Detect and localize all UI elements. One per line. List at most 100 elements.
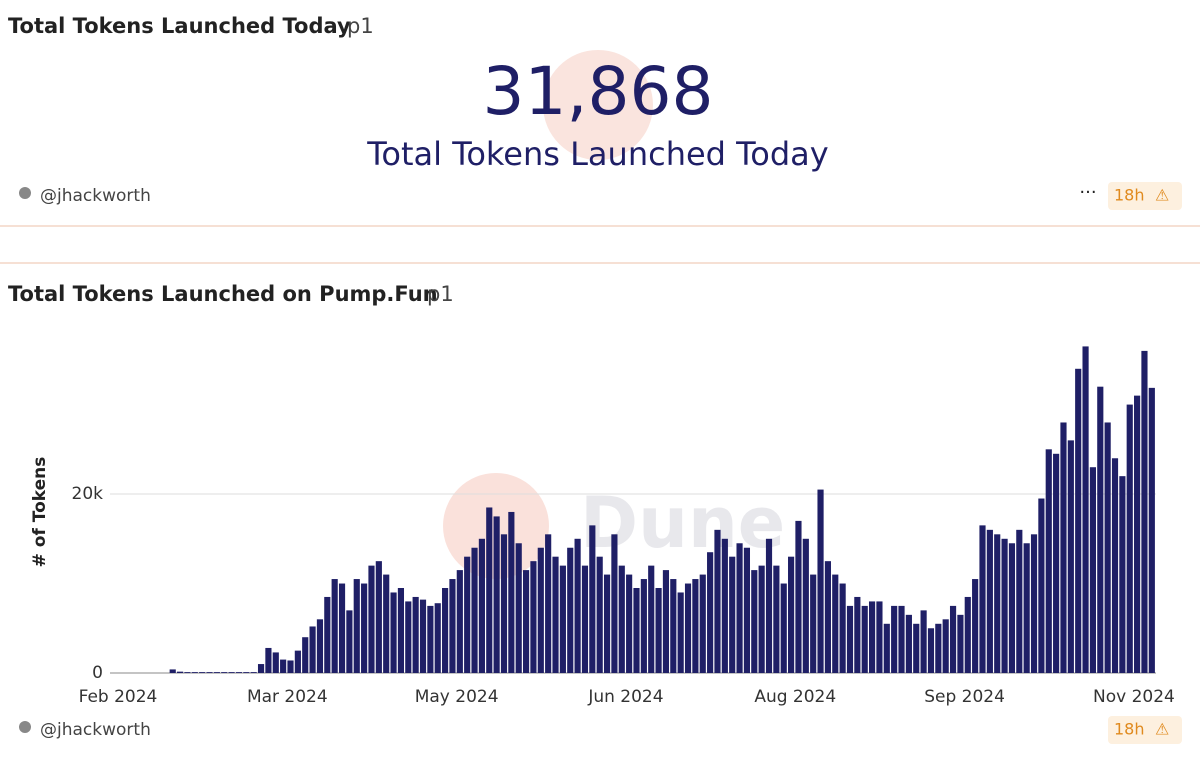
bar <box>228 672 235 673</box>
bar <box>729 556 736 673</box>
x-tick-label: Feb 2024 <box>79 687 158 707</box>
x-tick-label: Jun 2024 <box>587 687 663 707</box>
widget-title: Total Tokens Launched Today <box>8 14 351 38</box>
bar <box>567 547 574 673</box>
bar <box>611 534 618 673</box>
bar <box>530 561 537 673</box>
bar <box>287 660 294 673</box>
bar <box>758 565 765 673</box>
bar <box>581 565 589 673</box>
bar <box>773 565 780 673</box>
bar <box>316 619 324 673</box>
bar <box>802 538 809 673</box>
bar <box>500 534 508 673</box>
chart-title: Total Tokens Launched on Pump.Fun <box>8 282 438 306</box>
bar <box>839 583 846 673</box>
bar <box>684 583 692 673</box>
author[interactable]: @jhackworth <box>40 186 151 206</box>
bar <box>537 547 544 673</box>
bar <box>508 511 515 673</box>
bar <box>1045 449 1052 673</box>
bar <box>1060 422 1067 673</box>
x-tick-label: Aug 2024 <box>754 687 836 707</box>
bar <box>677 592 684 673</box>
bar <box>743 547 751 673</box>
bar <box>574 538 581 673</box>
bar <box>522 570 530 673</box>
bar <box>648 565 655 673</box>
author[interactable]: @jhackworth <box>40 720 151 740</box>
bar <box>633 588 640 673</box>
bar <box>486 507 493 673</box>
bar <box>927 628 935 673</box>
bar <box>920 610 927 673</box>
x-tick-label: Mar 2024 <box>247 687 328 707</box>
bar <box>176 671 184 673</box>
bar <box>545 534 552 673</box>
bar <box>419 599 427 673</box>
bar <box>905 614 912 673</box>
age-badge[interactable] <box>1108 716 1182 744</box>
x-tick-label: May 2024 <box>415 687 499 707</box>
bar <box>655 588 662 673</box>
bar <box>979 525 986 673</box>
bar <box>994 534 1001 673</box>
widget-tag: p1 <box>347 14 374 38</box>
avatar[interactable] <box>19 721 31 733</box>
bar <box>353 579 360 673</box>
bar <box>1053 453 1060 673</box>
bar <box>868 601 876 673</box>
menu[interactable]: ··· <box>1079 182 1096 203</box>
bar <box>1126 404 1133 673</box>
warning-icon: ⚠ <box>1155 720 1169 739</box>
bar <box>589 525 596 673</box>
bar <box>1023 543 1030 673</box>
bar <box>972 579 979 673</box>
bar <box>265 647 272 673</box>
age: 18h <box>1114 720 1145 739</box>
bar <box>294 650 301 673</box>
bar <box>515 543 522 673</box>
bar <box>309 626 316 673</box>
bar <box>817 489 824 673</box>
bar <box>169 669 176 673</box>
bar <box>603 574 611 673</box>
bar <box>795 520 802 673</box>
bar <box>324 596 331 673</box>
bar <box>1008 543 1016 673</box>
bar <box>405 601 412 673</box>
bar <box>765 538 773 673</box>
bar <box>235 672 243 673</box>
bar <box>272 652 279 673</box>
bar <box>810 574 817 673</box>
bar <box>471 547 478 673</box>
bar <box>331 579 338 673</box>
bar <box>714 529 721 673</box>
bar <box>1089 467 1097 673</box>
bar <box>626 574 633 673</box>
bar <box>383 574 390 673</box>
bar <box>1016 529 1023 673</box>
x-tick-label: Nov 2024 <box>1093 687 1175 707</box>
bar <box>427 605 434 673</box>
bar <box>876 601 883 673</box>
x-tick-label: Sep 2024 <box>924 687 1005 707</box>
bar <box>832 574 839 673</box>
bar <box>375 561 382 673</box>
age-badge[interactable] <box>1108 182 1182 210</box>
bar <box>1141 350 1148 673</box>
bar <box>935 623 942 673</box>
bar <box>221 672 228 673</box>
bar <box>1030 534 1038 673</box>
bar <box>346 610 353 673</box>
bar <box>449 579 456 673</box>
counter-value: 31,868 <box>483 53 714 130</box>
bar <box>1119 476 1126 673</box>
y-tick-label: 0 <box>92 663 103 683</box>
bar <box>1148 387 1155 673</box>
avatar[interactable] <box>19 187 31 199</box>
bar <box>861 605 868 673</box>
bar <box>640 579 647 673</box>
bar <box>780 583 787 673</box>
bar <box>184 672 191 673</box>
